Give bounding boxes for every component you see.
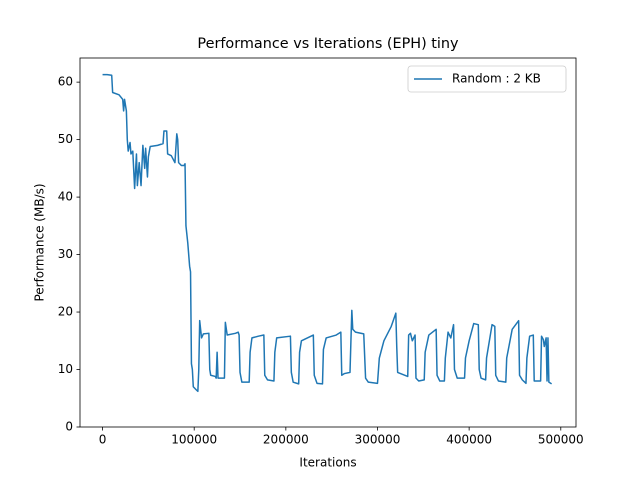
y-tick-label: 40 — [58, 190, 73, 204]
y-tick-label: 0 — [65, 420, 73, 434]
legend-box — [407, 65, 567, 93]
x-axis-label: Iterations — [299, 456, 356, 470]
y-tick-label: 60 — [58, 75, 73, 89]
plot-area — [102, 73, 553, 393]
data-line — [102, 73, 553, 393]
y-tick-label: 20 — [58, 305, 73, 319]
x-tick-label: 500000 — [538, 433, 584, 447]
y-axis-label: Performance (MB/s) — [33, 183, 47, 301]
x-tick-label: 0 — [99, 433, 107, 447]
y-tick-label: 50 — [58, 132, 73, 146]
y-tick-label: 10 — [58, 362, 73, 376]
x-tick-label: 400000 — [446, 433, 492, 447]
x-tick-label: 200000 — [263, 433, 309, 447]
x-tick-label: 100000 — [171, 433, 217, 447]
x-tick-label: 300000 — [355, 433, 401, 447]
legend-label: Random : 2 KB — [452, 72, 541, 86]
axes-frame — [79, 57, 577, 428]
chart-title: Performance vs Iterations (EPH) tiny — [197, 36, 459, 52]
y-tick-label: 30 — [58, 247, 73, 261]
